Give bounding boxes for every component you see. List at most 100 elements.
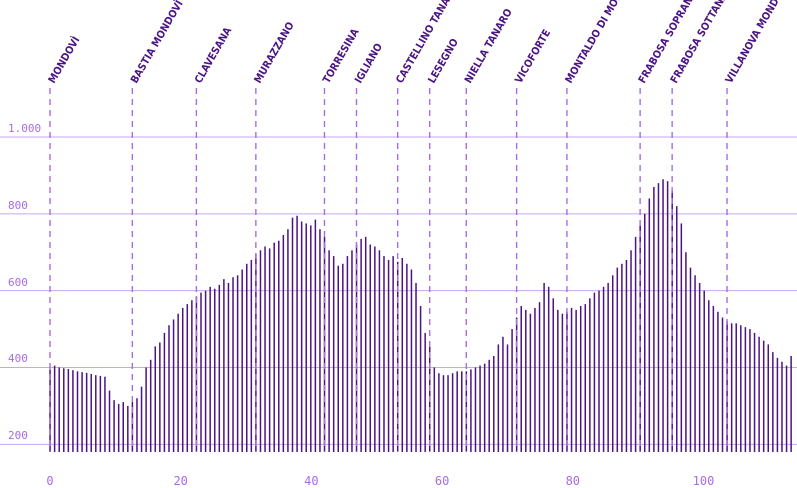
elevation-bar: [634, 236, 637, 452]
elevation-bar: [525, 309, 527, 452]
x-tick-label: 0: [46, 474, 54, 488]
elevation-bar: [67, 369, 70, 452]
place-label: IGLIANO: [353, 41, 385, 85]
place-label: VICOFORTE: [513, 28, 553, 86]
elevation-bar: [593, 292, 596, 452]
elevation-bar: [415, 282, 417, 452]
elevation-bar: [708, 300, 710, 452]
elevation-bar: [666, 181, 669, 453]
elevation-bar: [598, 290, 600, 452]
place-label: MONTALDO DI MONDOVÌ: [562, 0, 638, 86]
elevation-bar: [310, 225, 312, 452]
elevation-bar: [177, 313, 179, 452]
elevation-bar: [122, 402, 124, 452]
elevation-bar: [296, 215, 298, 452]
elevation-bar: [735, 323, 737, 452]
place-label: NIELLA TANARO: [462, 7, 514, 86]
elevation-bar: [483, 363, 486, 452]
y-tick-label: 1.000: [8, 122, 42, 135]
elevation-bar: [543, 282, 545, 452]
elevation-bar: [369, 244, 372, 452]
elevation-bar: [58, 367, 60, 452]
y-tick-label: 800: [8, 198, 28, 212]
elevation-bar: [561, 313, 564, 452]
x-tick-label: 20: [173, 474, 188, 488]
elevation-bar: [479, 365, 481, 452]
elevation-bar: [227, 282, 230, 452]
elevation-bar: [218, 284, 221, 452]
elevation-bar: [557, 309, 559, 452]
elevation-bar: [570, 307, 573, 452]
elevation-bar: [113, 400, 115, 452]
elevation-bars: [49, 179, 792, 453]
elevation-bar: [127, 405, 129, 452]
elevation-bar: [653, 186, 655, 452]
elevation-bar: [278, 240, 280, 452]
elevation-bar: [575, 309, 577, 452]
elevation-bar: [383, 256, 385, 452]
elevation-bar: [607, 282, 609, 452]
elevation-bar: [538, 302, 541, 452]
elevation-bar: [236, 275, 239, 452]
elevation-bar: [721, 317, 724, 452]
elevation-bar: [186, 304, 189, 452]
elevation-bar: [630, 250, 632, 452]
elevation-bar: [163, 332, 166, 452]
elevation-bar: [493, 355, 495, 452]
elevation-bar: [758, 336, 760, 452]
elevation-bar: [621, 263, 623, 452]
elevation-bar: [108, 390, 111, 452]
elevation-bar: [401, 258, 404, 452]
place-label: MONDOVÌ: [45, 34, 82, 85]
elevation-bar: [392, 256, 394, 452]
elevation-bar: [589, 298, 591, 452]
elevation-bar: [273, 242, 275, 452]
elevation-bar: [776, 357, 779, 452]
elevation-bar: [95, 375, 97, 452]
elevation-bar: [639, 225, 641, 452]
elevation-bar: [53, 365, 56, 452]
x-tick-label: 60: [434, 474, 450, 488]
elevation-bar: [85, 372, 88, 452]
place-label: BASTIA MONDOVÌ: [128, 0, 186, 85]
place-markers: MONDOVÌ BASTIA MONDOVÌ CLAVESANA MURAZZANO T…: [45, 0, 791, 452]
elevation-bar: [520, 306, 522, 452]
elevation-bar: [319, 229, 321, 452]
elevation-bar: [209, 286, 211, 452]
elevation-bar: [552, 298, 555, 452]
elevation-bar: [740, 325, 742, 452]
elevation-bar: [191, 300, 193, 452]
elevation-bar: [511, 329, 513, 452]
elevation-bar: [223, 279, 225, 452]
elevation-bar: [767, 344, 770, 452]
elevation-bar: [470, 369, 472, 452]
elevation-bar: [685, 252, 687, 452]
elevation-bar: [643, 213, 646, 452]
elevation-bar: [410, 269, 413, 452]
elevation-bar: [616, 267, 619, 452]
elevation-bar: [657, 183, 660, 452]
elevation-bar: [419, 306, 422, 452]
elevation-bar: [300, 221, 303, 452]
elevation-bar: [730, 323, 733, 452]
elevation-bar: [204, 290, 207, 452]
elevation-bar: [76, 371, 79, 452]
place-label: VILLANOVA MONDOVÌ: [722, 0, 791, 86]
elevation-bar: [762, 340, 765, 452]
elevation-bar: [140, 386, 143, 452]
elevation-bar: [488, 359, 490, 452]
elevation-bar: [534, 307, 536, 452]
elevation-bar: [346, 256, 349, 452]
elevation-bar: [529, 313, 532, 452]
y-tick-label: 200: [8, 429, 28, 443]
elevation-bar: [694, 275, 696, 452]
elevation-bar: [232, 277, 234, 452]
elevation-bar: [676, 206, 678, 452]
elevation-bar: [387, 259, 390, 452]
elevation-bar: [374, 246, 376, 452]
elevation-bar: [625, 259, 628, 452]
elevation-bar: [456, 371, 458, 452]
elevation-bar: [364, 236, 367, 452]
elevation-bar: [154, 346, 157, 452]
